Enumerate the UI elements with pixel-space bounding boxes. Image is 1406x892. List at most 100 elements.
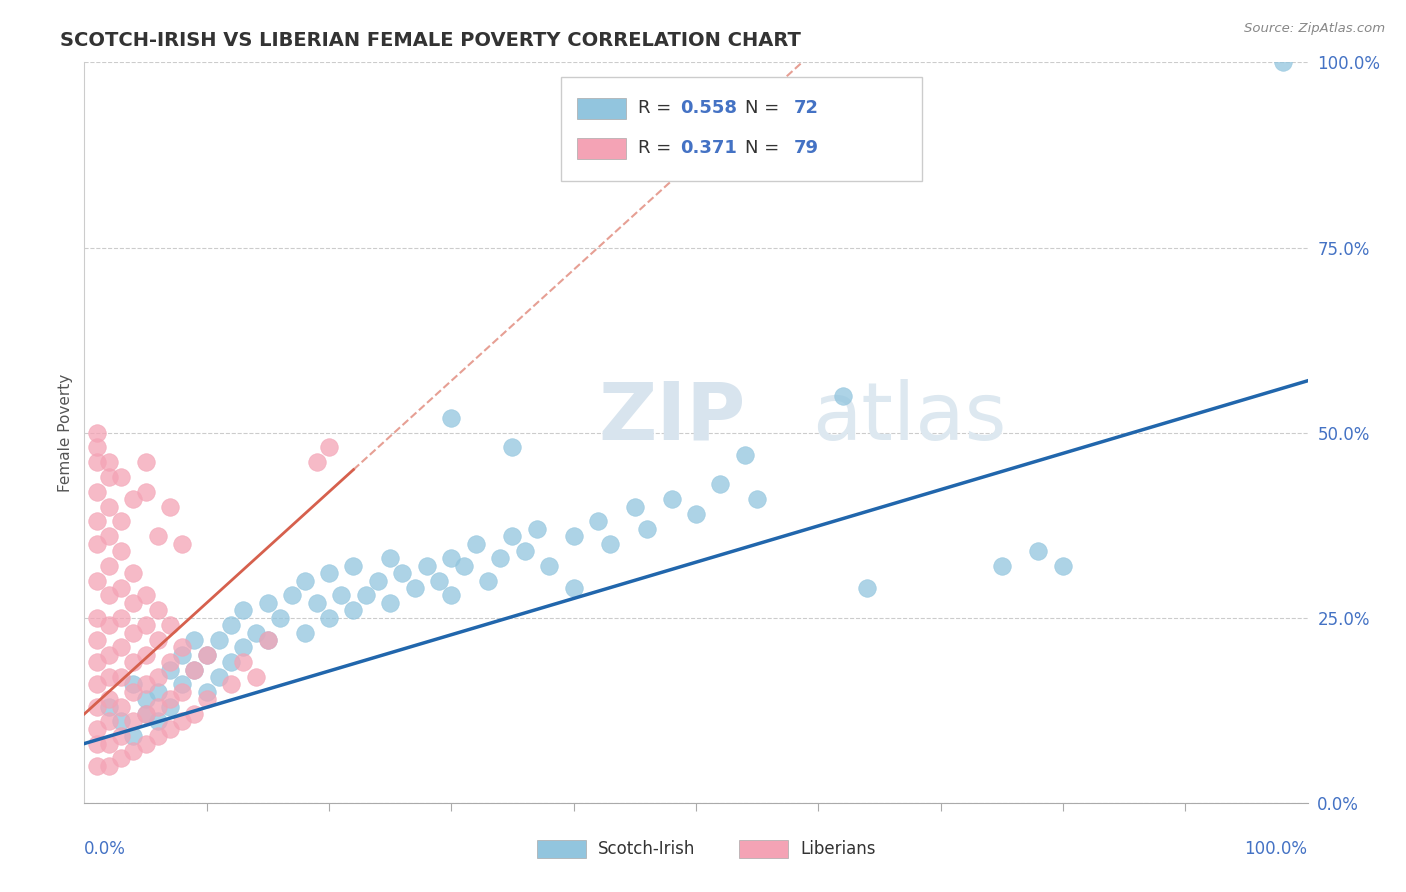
Point bbox=[477, 574, 499, 588]
Text: 79: 79 bbox=[794, 139, 818, 157]
Point bbox=[208, 670, 231, 684]
Point bbox=[624, 500, 647, 514]
Point bbox=[991, 558, 1014, 573]
Point bbox=[172, 685, 194, 699]
Point bbox=[354, 589, 377, 603]
Point bbox=[122, 596, 145, 610]
Point bbox=[831, 388, 853, 402]
Point bbox=[342, 558, 364, 573]
Point bbox=[135, 484, 157, 499]
Point bbox=[159, 663, 181, 677]
Point bbox=[294, 625, 316, 640]
Point bbox=[122, 677, 145, 691]
Point bbox=[97, 699, 120, 714]
Point bbox=[453, 558, 475, 573]
Text: atlas: atlas bbox=[813, 379, 1007, 457]
Point bbox=[146, 670, 169, 684]
Point bbox=[86, 536, 108, 550]
Point bbox=[380, 551, 402, 566]
Text: R =: R = bbox=[638, 139, 678, 157]
Point bbox=[294, 574, 316, 588]
Text: SCOTCH-IRISH VS LIBERIAN FEMALE POVERTY CORRELATION CHART: SCOTCH-IRISH VS LIBERIAN FEMALE POVERTY … bbox=[60, 30, 801, 50]
Point bbox=[269, 610, 291, 624]
Point bbox=[305, 455, 328, 469]
Point bbox=[440, 551, 463, 566]
Point bbox=[86, 441, 108, 455]
Point bbox=[122, 655, 145, 669]
Text: 0.0%: 0.0% bbox=[84, 840, 127, 858]
Point bbox=[86, 737, 108, 751]
Point bbox=[416, 558, 439, 573]
Point bbox=[122, 744, 145, 758]
Point bbox=[146, 699, 169, 714]
Y-axis label: Female Poverty: Female Poverty bbox=[58, 374, 73, 491]
Point bbox=[110, 699, 132, 714]
Point bbox=[195, 692, 218, 706]
Point bbox=[146, 685, 169, 699]
Point bbox=[146, 603, 169, 617]
Point bbox=[97, 670, 120, 684]
Point bbox=[305, 596, 328, 610]
Point bbox=[183, 632, 205, 647]
Text: 0.558: 0.558 bbox=[681, 99, 737, 118]
Point bbox=[318, 441, 340, 455]
Point bbox=[685, 507, 707, 521]
Point bbox=[135, 618, 157, 632]
Point bbox=[110, 640, 132, 655]
Point bbox=[86, 655, 108, 669]
Point bbox=[122, 566, 145, 581]
Point bbox=[135, 648, 157, 662]
Point bbox=[86, 574, 108, 588]
Point bbox=[208, 632, 231, 647]
Point bbox=[257, 632, 280, 647]
Point bbox=[159, 655, 181, 669]
Point bbox=[122, 625, 145, 640]
Point bbox=[342, 603, 364, 617]
Point bbox=[135, 737, 157, 751]
Point bbox=[146, 714, 169, 729]
Point bbox=[232, 640, 254, 655]
Text: Source: ZipAtlas.com: Source: ZipAtlas.com bbox=[1244, 22, 1385, 36]
Point bbox=[318, 610, 340, 624]
Point bbox=[97, 529, 120, 543]
Text: Scotch-Irish: Scotch-Irish bbox=[598, 839, 696, 858]
Point bbox=[135, 706, 157, 721]
Point bbox=[86, 722, 108, 736]
Point bbox=[391, 566, 413, 581]
Point bbox=[562, 529, 585, 543]
FancyBboxPatch shape bbox=[738, 840, 787, 858]
Point bbox=[159, 692, 181, 706]
Point bbox=[427, 574, 450, 588]
Point bbox=[97, 714, 120, 729]
Point bbox=[122, 714, 145, 729]
FancyBboxPatch shape bbox=[561, 78, 922, 181]
Point bbox=[135, 706, 157, 721]
Point bbox=[97, 455, 120, 469]
Point bbox=[86, 699, 108, 714]
Point bbox=[97, 758, 120, 772]
Point bbox=[86, 758, 108, 772]
Point bbox=[245, 625, 267, 640]
Point bbox=[538, 558, 561, 573]
Point bbox=[502, 441, 524, 455]
Point bbox=[318, 566, 340, 581]
Point bbox=[110, 470, 132, 484]
Text: 72: 72 bbox=[794, 99, 818, 118]
Point bbox=[367, 574, 389, 588]
Point bbox=[86, 677, 108, 691]
Point bbox=[135, 589, 157, 603]
Point bbox=[172, 640, 194, 655]
Point bbox=[195, 648, 218, 662]
FancyBboxPatch shape bbox=[537, 840, 586, 858]
Point bbox=[122, 492, 145, 507]
Point bbox=[195, 648, 218, 662]
Point bbox=[135, 692, 157, 706]
Point bbox=[219, 618, 242, 632]
Point bbox=[135, 677, 157, 691]
Point bbox=[281, 589, 304, 603]
Point bbox=[86, 632, 108, 647]
Point bbox=[1272, 55, 1295, 70]
Point bbox=[110, 515, 132, 529]
Point bbox=[747, 492, 769, 507]
Point bbox=[172, 536, 194, 550]
